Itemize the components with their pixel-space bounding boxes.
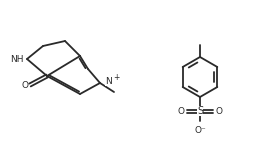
Text: O: O [215, 107, 222, 115]
Text: N: N [105, 76, 112, 86]
Text: O: O [21, 80, 28, 90]
Text: O⁻: O⁻ [194, 126, 206, 135]
Text: NH: NH [10, 55, 24, 63]
Text: S: S [197, 106, 203, 116]
Text: O: O [178, 107, 185, 115]
Text: +: + [113, 73, 119, 83]
